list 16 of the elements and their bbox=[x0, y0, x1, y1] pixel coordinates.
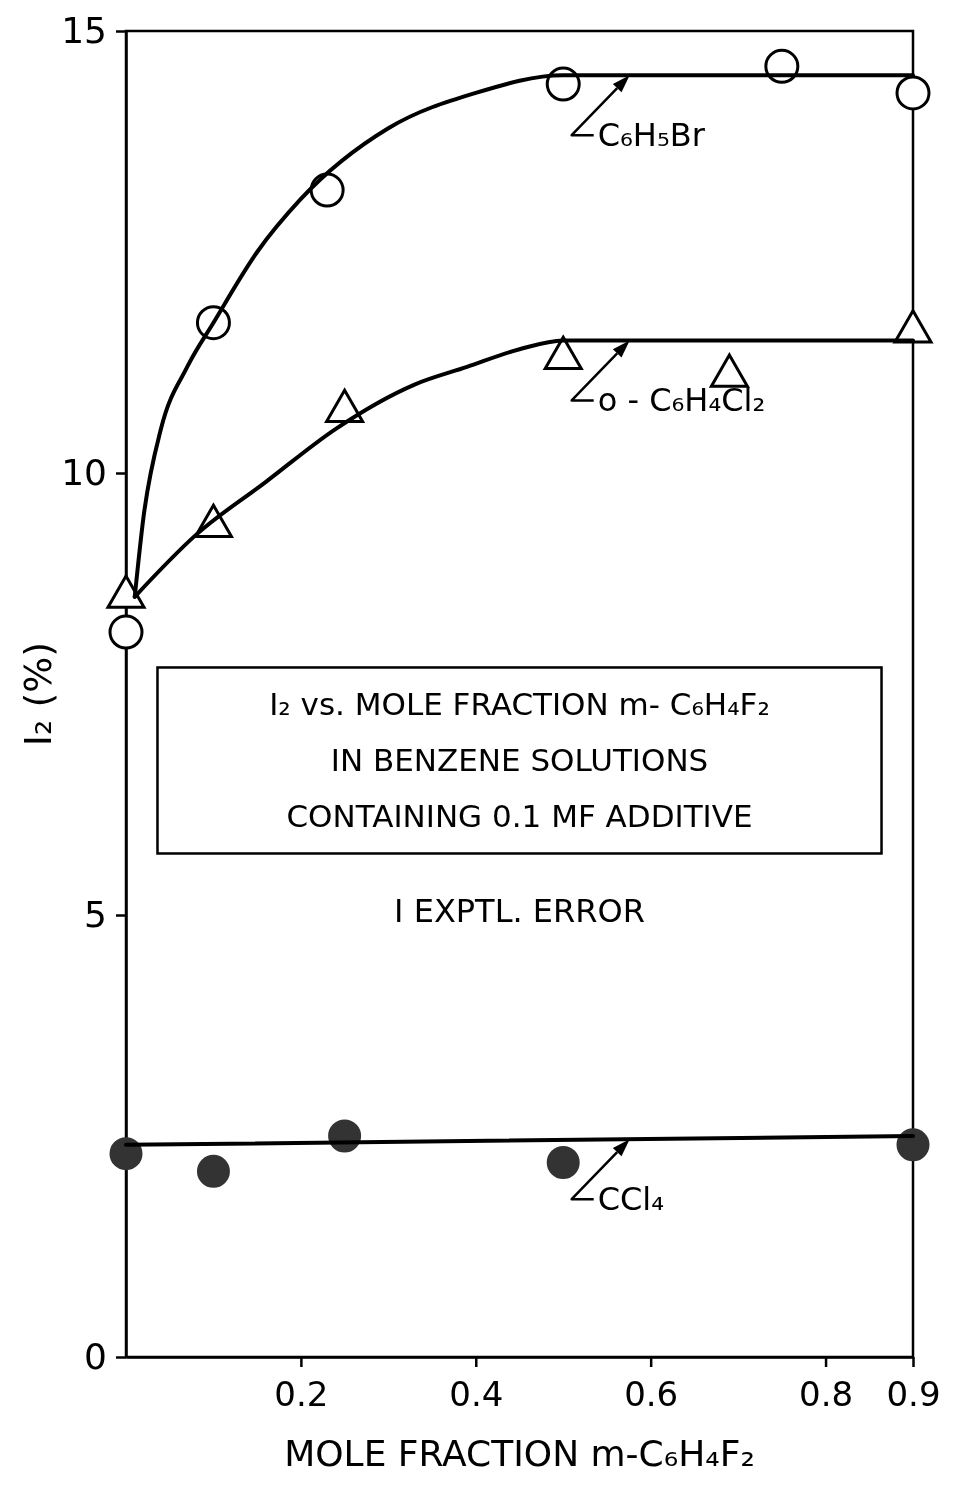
y-tick-label: 10 bbox=[61, 452, 107, 494]
y-tick-label: 5 bbox=[84, 894, 107, 936]
y-tick-label: 0 bbox=[84, 1336, 107, 1378]
legend-label: CCl₄ bbox=[597, 1180, 665, 1219]
x-tick-label: 0.2 bbox=[274, 1374, 329, 1415]
y-axis-title: I₂ (%) bbox=[16, 641, 60, 747]
y-tick-label: 15 bbox=[61, 10, 107, 52]
x-tick-label: 0.8 bbox=[799, 1374, 854, 1415]
text: I₂ vs. MOLE FRACTION m- C₆H₄F₂ IN BENZENE SOLUTIONS CONTAINING 0.1 MF ADDITIVE bbox=[269, 686, 770, 835]
annotation: I EXPTL. ERROR bbox=[394, 892, 645, 931]
x-tick-label: 0.9 bbox=[886, 1374, 941, 1415]
legend-label: o - C₆H₄Cl₂ bbox=[597, 381, 766, 420]
legend-label: C₆H₅Br bbox=[597, 116, 706, 155]
x-tick-label: 0.6 bbox=[624, 1374, 679, 1415]
x-tick-label: 0.4 bbox=[449, 1374, 504, 1415]
x-axis-title: MOLE FRACTION m-C₆H₄F₂ bbox=[284, 1432, 755, 1474]
